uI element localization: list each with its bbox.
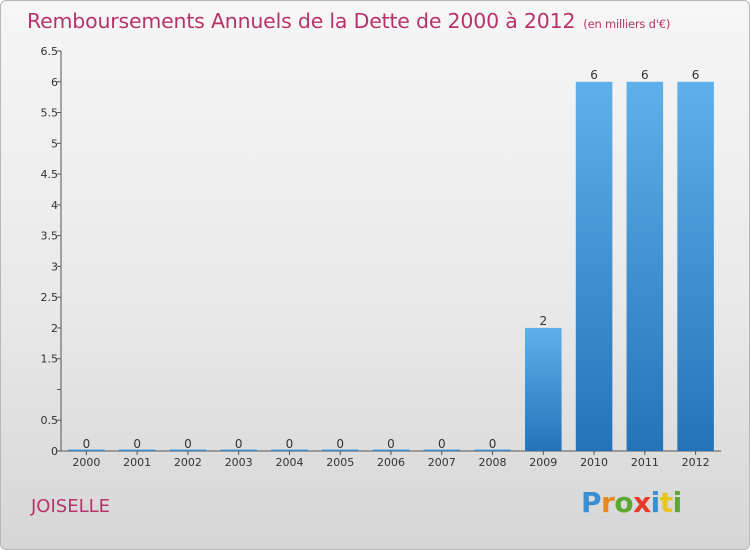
- y-tick-label: 0: [51, 445, 58, 458]
- bar: [271, 449, 308, 451]
- bar: [575, 81, 613, 452]
- logo-letter: o: [614, 486, 634, 519]
- y-tick-label: 2.5: [41, 291, 59, 304]
- commune-name: JOISELLE: [31, 496, 111, 517]
- y-tick-label: 1.5: [41, 353, 59, 366]
- x-tick-label: 2001: [123, 456, 151, 469]
- y-tick-label: 3.5: [41, 230, 59, 243]
- x-tick-label: 2004: [275, 456, 303, 469]
- bar-value-label: 2: [539, 314, 547, 328]
- bar-value-label: 0: [336, 437, 344, 451]
- bar: [423, 449, 461, 451]
- x-tick-label: 2008: [479, 456, 507, 469]
- bar-value-label: 0: [489, 437, 497, 451]
- bar: [372, 449, 410, 451]
- proxiti-logo: Proxiti: [581, 486, 682, 519]
- x-tick-label: 2011: [631, 456, 659, 469]
- y-tick-label: 0.5: [41, 414, 59, 427]
- bar-value-label: 0: [83, 437, 91, 451]
- x-tick-label: 2005: [326, 456, 354, 469]
- x-tick-label: 2012: [682, 456, 710, 469]
- bar-value-label: 0: [235, 437, 243, 451]
- x-tick-label: 2000: [72, 456, 100, 469]
- bar-value-label: 6: [641, 68, 649, 82]
- logo-letter: i: [672, 486, 683, 519]
- chart-title: Remboursements Annuels de la Dette de 20…: [27, 9, 670, 33]
- chart-title-text: Remboursements Annuels de la Dette de 20…: [27, 9, 576, 33]
- bar-value-label: 6: [590, 68, 598, 82]
- bar: [474, 449, 511, 451]
- bar-value-label: 0: [438, 437, 446, 451]
- y-tick-label: 5.5: [41, 107, 59, 120]
- x-tick-label: 2003: [225, 456, 253, 469]
- bar: [677, 81, 714, 452]
- bar-value-label: 6: [692, 68, 700, 82]
- y-tick-label: 5: [51, 137, 58, 150]
- logo-letter: r: [601, 486, 615, 519]
- chart-bars: [68, 81, 714, 452]
- logo-letter: i: [650, 486, 661, 519]
- logo-letter: t: [659, 486, 673, 519]
- x-tick-label: 2002: [174, 456, 202, 469]
- bar: [626, 81, 664, 452]
- logo-letter: x: [633, 486, 651, 519]
- y-tick-label: 3: [51, 260, 58, 273]
- x-tick-label: 2009: [529, 456, 557, 469]
- y-tick-label: 4: [51, 199, 58, 212]
- logo-letter: P: [581, 486, 602, 519]
- chart-data-labels: 0 0 0 0 0 0 0 0 0 2 6 6 6: [83, 68, 700, 451]
- bar-value-label: 0: [387, 437, 395, 451]
- y-tick-label: 6.5: [41, 45, 59, 58]
- y-tick-label: 6: [51, 76, 58, 89]
- bar: [220, 449, 257, 451]
- bar: [118, 449, 156, 451]
- bar-value-label: 0: [133, 437, 141, 451]
- bar: [525, 327, 562, 451]
- bar-value-label: 0: [184, 437, 192, 451]
- bar-value-label: 0: [286, 437, 294, 451]
- bar: [169, 449, 207, 451]
- x-tick-label: 2006: [377, 456, 405, 469]
- x-tick-label: 2007: [428, 456, 456, 469]
- bar: [68, 449, 105, 451]
- chart-subtitle: (en milliers d'€): [583, 17, 671, 31]
- bar: [321, 449, 359, 451]
- y-tick-label: 4.5: [41, 168, 59, 181]
- y-tick-label: 2: [51, 322, 58, 335]
- x-tick-label: 2010: [580, 456, 608, 469]
